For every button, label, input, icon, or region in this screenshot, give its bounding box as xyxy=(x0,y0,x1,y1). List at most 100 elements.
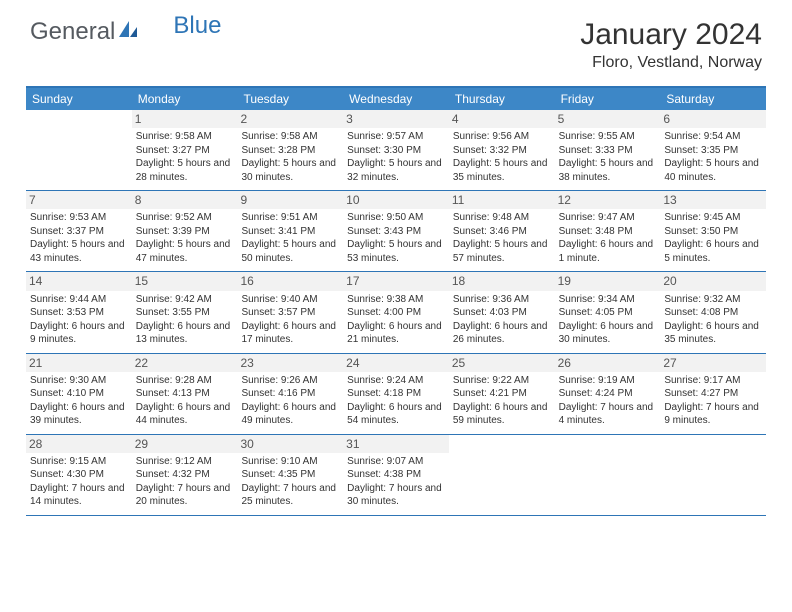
day-number: 20 xyxy=(660,272,766,290)
day-number: 21 xyxy=(26,354,132,372)
daylight-line: Daylight: 5 hours and 40 minutes. xyxy=(664,157,762,184)
sunset-line: Sunset: 4:32 PM xyxy=(136,468,234,482)
day-cell: 3Sunrise: 9:57 AMSunset: 3:30 PMDaylight… xyxy=(343,110,449,190)
sunset-line: Sunset: 3:53 PM xyxy=(30,306,128,320)
day-number: 31 xyxy=(343,435,449,453)
sunset-line: Sunset: 3:32 PM xyxy=(453,144,551,158)
day-number: 2 xyxy=(237,110,343,128)
sunrise-line: Sunrise: 9:42 AM xyxy=(136,293,234,307)
daylight-line: Daylight: 5 hours and 47 minutes. xyxy=(136,238,234,265)
sunrise-line: Sunrise: 9:50 AM xyxy=(347,211,445,225)
sunrise-line: Sunrise: 9:32 AM xyxy=(664,293,762,307)
sunrise-line: Sunrise: 9:15 AM xyxy=(30,455,128,469)
day-cell: . xyxy=(449,435,555,515)
sunrise-line: Sunrise: 9:36 AM xyxy=(453,293,551,307)
sunrise-line: Sunrise: 9:53 AM xyxy=(30,211,128,225)
day-cell: 5Sunrise: 9:55 AMSunset: 3:33 PMDaylight… xyxy=(555,110,661,190)
sunrise-line: Sunrise: 9:55 AM xyxy=(559,130,657,144)
day-number: 27 xyxy=(660,354,766,372)
day-number: 29 xyxy=(132,435,238,453)
day-number: 23 xyxy=(237,354,343,372)
sail-icon xyxy=(117,18,139,46)
sunset-line: Sunset: 4:10 PM xyxy=(30,387,128,401)
day-cell: . xyxy=(555,435,661,515)
daylight-line: Daylight: 6 hours and 9 minutes. xyxy=(30,320,128,347)
sunrise-line: Sunrise: 9:48 AM xyxy=(453,211,551,225)
day-cell: 1Sunrise: 9:58 AMSunset: 3:27 PMDaylight… xyxy=(132,110,238,190)
sunrise-line: Sunrise: 9:34 AM xyxy=(559,293,657,307)
day-cell: 8Sunrise: 9:52 AMSunset: 3:39 PMDaylight… xyxy=(132,191,238,271)
daylight-line: Daylight: 5 hours and 57 minutes. xyxy=(453,238,551,265)
calendar: SundayMondayTuesdayWednesdayThursdayFrid… xyxy=(26,86,766,516)
day-cell: 7 Sunrise: 9:53 AMSunset: 3:37 PMDaylight… xyxy=(26,191,132,271)
daylight-line: Daylight: 6 hours and 30 minutes. xyxy=(559,320,657,347)
header: General Blue January 2024 Floro, Vestlan… xyxy=(0,0,792,80)
sunset-line: Sunset: 4:13 PM xyxy=(136,387,234,401)
day-cell: 13Sunrise: 9:45 AMSunset: 3:50 PMDayligh… xyxy=(660,191,766,271)
title-block: January 2024 Floro, Vestland, Norway xyxy=(580,18,762,72)
sunset-line: Sunset: 3:37 PM xyxy=(30,225,128,239)
day-cell: 22Sunrise: 9:28 AMSunset: 4:13 PMDayligh… xyxy=(132,354,238,434)
sunrise-line: Sunrise: 9:52 AM xyxy=(136,211,234,225)
day-cell: 12Sunrise: 9:47 AMSunset: 3:48 PMDayligh… xyxy=(555,191,661,271)
sunrise-line: Sunrise: 9:44 AM xyxy=(30,293,128,307)
sunset-line: Sunset: 4:18 PM xyxy=(347,387,445,401)
logo: General Blue xyxy=(30,18,221,46)
day-number: 24 xyxy=(343,354,449,372)
daylight-line: Daylight: 6 hours and 49 minutes. xyxy=(241,401,339,428)
day-header: Tuesday xyxy=(237,88,343,110)
day-number: 7 xyxy=(26,191,132,209)
daylight-line: Daylight: 5 hours and 43 minutes. xyxy=(30,238,128,265)
sunset-line: Sunset: 4:38 PM xyxy=(347,468,445,482)
daylight-line: Daylight: 6 hours and 1 minute. xyxy=(559,238,657,265)
day-cell: 25Sunrise: 9:22 AMSunset: 4:21 PMDayligh… xyxy=(449,354,555,434)
sunset-line: Sunset: 4:30 PM xyxy=(30,468,128,482)
sunset-line: Sunset: 4:08 PM xyxy=(664,306,762,320)
sunset-line: Sunset: 3:28 PM xyxy=(241,144,339,158)
sunset-line: Sunset: 4:21 PM xyxy=(453,387,551,401)
daylight-line: Daylight: 6 hours and 39 minutes. xyxy=(30,401,128,428)
day-number: 5 xyxy=(555,110,661,128)
sunset-line: Sunset: 3:30 PM xyxy=(347,144,445,158)
week-row: 28Sunrise: 9:15 AMSunset: 4:30 PMDayligh… xyxy=(26,435,766,516)
day-cell: 26Sunrise: 9:19 AMSunset: 4:24 PMDayligh… xyxy=(555,354,661,434)
daylight-line: Daylight: 6 hours and 54 minutes. xyxy=(347,401,445,428)
daylight-line: Daylight: 7 hours and 25 minutes. xyxy=(241,482,339,509)
day-cell: . xyxy=(26,110,132,190)
sunset-line: Sunset: 3:43 PM xyxy=(347,225,445,239)
sunset-line: Sunset: 4:16 PM xyxy=(241,387,339,401)
daylight-line: Daylight: 6 hours and 35 minutes. xyxy=(664,320,762,347)
day-cell: 9Sunrise: 9:51 AMSunset: 3:41 PMDaylight… xyxy=(237,191,343,271)
daylight-line: Daylight: 5 hours and 32 minutes. xyxy=(347,157,445,184)
sunrise-line: Sunrise: 9:22 AM xyxy=(453,374,551,388)
sunset-line: Sunset: 3:41 PM xyxy=(241,225,339,239)
week-row: 7Sunrise: 9:53 AMSunset: 3:37 PMDaylight… xyxy=(26,191,766,272)
daylight-line: Daylight: 5 hours and 38 minutes. xyxy=(559,157,657,184)
sunset-line: Sunset: 3:50 PM xyxy=(664,225,762,239)
sunrise-line: Sunrise: 9:12 AM xyxy=(136,455,234,469)
day-cell: 24 Sunrise: 9:24 AMSunset: 4:18 PMDayligh… xyxy=(343,354,449,434)
day-header: Sunday xyxy=(26,88,132,110)
sunrise-line: Sunrise: 9:10 AM xyxy=(241,455,339,469)
sunrise-line: Sunrise: 9:30 AM xyxy=(30,374,128,388)
daylight-line: Daylight: 6 hours and 21 minutes. xyxy=(347,320,445,347)
sunrise-line: Sunrise: 9:47 AM xyxy=(559,211,657,225)
day-number: 6 xyxy=(660,110,766,128)
day-cell: 4Sunrise: 9:56 AMSunset: 3:32 PMDaylight… xyxy=(449,110,555,190)
daylight-line: Daylight: 7 hours and 14 minutes. xyxy=(30,482,128,509)
daylight-line: Daylight: 5 hours and 50 minutes. xyxy=(241,238,339,265)
daylight-line: Daylight: 6 hours and 17 minutes. xyxy=(241,320,339,347)
sunrise-line: Sunrise: 9:17 AM xyxy=(664,374,762,388)
week-row: 14Sunrise: 9:44 AMSunset: 3:53 PMDayligh… xyxy=(26,272,766,353)
sunrise-line: Sunrise: 9:51 AM xyxy=(241,211,339,225)
daylight-line: Daylight: 5 hours and 30 minutes. xyxy=(241,157,339,184)
daylight-line: Daylight: 5 hours and 35 minutes. xyxy=(453,157,551,184)
day-number: 11 xyxy=(449,191,555,209)
day-cell: 18Sunrise: 9:36 AMSunset: 4:03 PMDayligh… xyxy=(449,272,555,352)
daylight-line: Daylight: 6 hours and 26 minutes. xyxy=(453,320,551,347)
day-cell: 14Sunrise: 9:44 AMSunset: 3:53 PMDayligh… xyxy=(26,272,132,352)
day-cell: 28Sunrise: 9:15 AMSunset: 4:30 PMDayligh… xyxy=(26,435,132,515)
day-header: Monday xyxy=(132,88,238,110)
daylight-line: Daylight: 7 hours and 9 minutes. xyxy=(664,401,762,428)
sunrise-line: Sunrise: 9:24 AM xyxy=(347,374,445,388)
